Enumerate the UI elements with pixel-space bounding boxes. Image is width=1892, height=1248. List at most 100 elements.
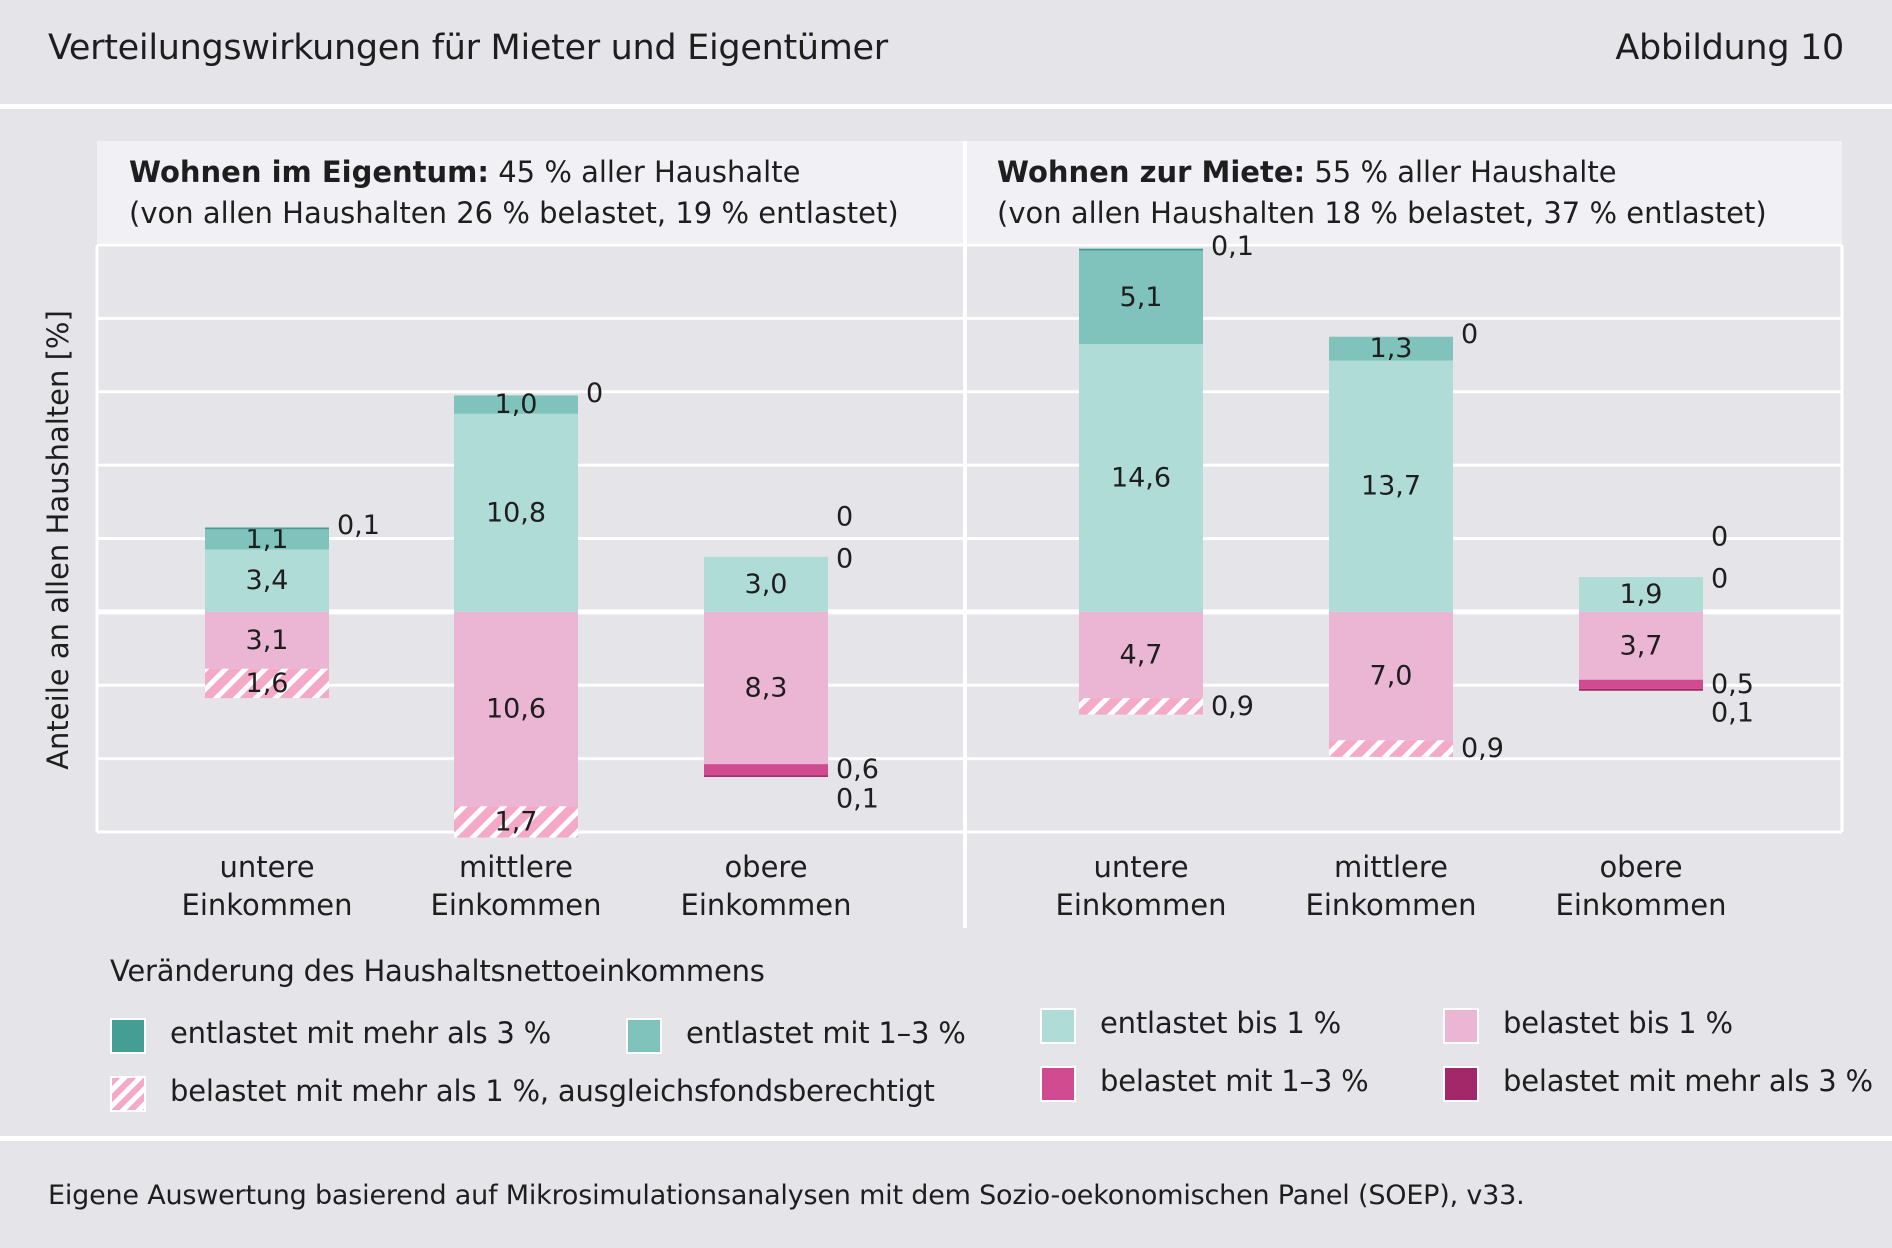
panel-subtitle-2: (von allen Haushalten 18 % belastet, 37 … [997, 196, 1767, 230]
y-axis-label: Anteile an allen Haushalten [%] [41, 310, 75, 770]
panel-header-bg-1 [97, 141, 965, 243]
bar-segment-belastet_bis_1 [454, 611, 578, 807]
data-label: 5,1 [1120, 282, 1163, 313]
bar-segment-belastet_bis_1 [1579, 611, 1703, 680]
data-label: 13,7 [1361, 471, 1421, 502]
category-label: untere [219, 850, 314, 884]
data-label: 0,1 [1211, 231, 1254, 262]
bar-segment-belastet_bis_1 [1329, 611, 1453, 741]
category-label: Einkommen [182, 888, 353, 922]
footer-divider [0, 1136, 1892, 1141]
bar-segment-entlastet_1_3 [454, 395, 578, 414]
data-label: 0 [586, 378, 603, 409]
data-label: 0,9 [1211, 691, 1254, 722]
category-label: mittlere [459, 850, 573, 884]
data-label: 7,0 [1370, 661, 1413, 692]
panel-header-bg-2 [965, 141, 1842, 243]
data-label: 3,7 [1620, 630, 1663, 661]
category-label: obere [724, 850, 807, 884]
legend-label: belastet mit mehr als 1 %, ausgleichsfon… [170, 1074, 935, 1108]
figure-title: Verteilungswirkungen für Mieter und Eige… [48, 28, 888, 68]
header-divider [0, 104, 1892, 109]
data-label: 0 [836, 543, 853, 574]
data-label: 1,6 [246, 668, 289, 699]
bar-segment-hatch [1329, 740, 1453, 757]
legend-swatch [1443, 1066, 1479, 1102]
data-label: 0,1 [337, 510, 380, 541]
data-label: 3,1 [246, 625, 289, 656]
bar-segment-belastet_1_3 [1579, 679, 1703, 689]
data-label: 0,5 [1711, 669, 1754, 700]
bar-segment-entlastet_bis_1 [454, 413, 578, 612]
data-label: 0,1 [836, 783, 879, 814]
bar-segment-entlastet_bis_1 [1079, 344, 1203, 612]
bar-segment-entlastet_bis_1 [1329, 360, 1453, 612]
panel-title-2: Wohnen zur Miete: 55 % aller Haushalte [997, 155, 1617, 189]
category-label: mittlere [1334, 850, 1448, 884]
bar-segment-belastet_bis_1 [205, 611, 329, 669]
bar-segment-entlastet_1_3 [205, 529, 329, 550]
bar-segment-entlastet_1_3 [1329, 336, 1453, 361]
panel-subtitle-1: (von allen Haushalten 26 % belastet, 19 … [129, 196, 899, 230]
legend-swatch [110, 1076, 146, 1112]
source-note: Eigene Auswertung basierend auf Mikrosim… [48, 1180, 1525, 1211]
bar-segment-hatch [1079, 698, 1203, 715]
legend-swatch [1040, 1066, 1076, 1102]
legend-label: entlastet mit 1–3 % [686, 1016, 966, 1050]
bar-segment-hatch [205, 668, 329, 699]
data-label: 1,9 [1620, 579, 1663, 610]
category-label: Einkommen [431, 888, 602, 922]
data-label: 3,4 [246, 565, 289, 596]
data-label: 0,9 [1461, 733, 1504, 764]
category-label: Einkommen [681, 888, 852, 922]
data-label: 3,0 [745, 569, 788, 600]
bar-segment-entlastet_bis_1 [205, 549, 329, 612]
legend-label: entlastet mit mehr als 3 % [170, 1016, 552, 1050]
data-label: 1,3 [1370, 333, 1413, 364]
category-label: Einkommen [1556, 888, 1727, 922]
data-label: 10,6 [486, 694, 546, 725]
figure-number: Abbildung 10 [1615, 28, 1844, 68]
data-label: 0,6 [836, 754, 879, 785]
panel-title-rest: 55 % aller Haushalte [1305, 155, 1616, 189]
legend-swatch [626, 1018, 662, 1054]
category-label: obere [1599, 850, 1682, 884]
data-label: 4,7 [1120, 639, 1163, 670]
bar-segment-belastet_mehr_3 [704, 775, 828, 777]
legend-label: belastet mit 1–3 % [1100, 1064, 1369, 1098]
data-label: 1,7 [495, 806, 538, 837]
data-label: 1,0 [495, 389, 538, 420]
bar-segment-belastet_bis_1 [1079, 611, 1203, 699]
bar-segment-entlastet_bis_1 [704, 556, 828, 612]
legend-label: entlastet bis 1 % [1100, 1006, 1341, 1040]
panel-title-bold: Wohnen im Eigentum: [129, 155, 489, 189]
legend-label: belastet mit mehr als 3 % [1503, 1064, 1873, 1098]
chart-area: Anteile an allen Haushalten [%] Wohnen im… [41, 141, 1844, 928]
bar-segment-entlastet_1_3 [1079, 250, 1203, 345]
legend-label: belastet bis 1 % [1503, 1006, 1733, 1040]
data-label: 0 [1711, 522, 1728, 553]
bar-segment-entlastet_mehr_3 [205, 527, 329, 530]
bar-segment-belastet_bis_1 [704, 611, 828, 765]
bar-segment-belastet_1_3 [704, 764, 828, 776]
figure-header: Verteilungswirkungen für Mieter und Eige… [0, 0, 1892, 104]
bar-segment-hatch [454, 806, 578, 838]
data-label: 14,6 [1111, 462, 1171, 493]
bar-segment-belastet_mehr_3 [1579, 688, 1703, 691]
bar-segment-entlastet_bis_1 [1579, 577, 1703, 612]
legend-swatch [1443, 1008, 1479, 1044]
data-label: 0,1 [1711, 697, 1754, 728]
data-label: 0 [1711, 564, 1728, 595]
panel-title-1: Wohnen im Eigentum: 45 % aller Haushalte [129, 155, 800, 189]
panel-title-rest: 45 % aller Haushalte [489, 155, 800, 189]
data-label: 8,3 [745, 673, 788, 704]
category-label: untere [1093, 850, 1188, 884]
panel-title-bold: Wohnen zur Miete: [997, 155, 1305, 189]
legend-swatch [1040, 1008, 1076, 1044]
category-label: Einkommen [1056, 888, 1227, 922]
category-label: Einkommen [1306, 888, 1477, 922]
data-label: 10,8 [486, 497, 546, 528]
legend-swatch [110, 1018, 146, 1054]
data-label: 0 [1461, 319, 1478, 350]
bar-segment-entlastet_mehr_3 [1079, 248, 1203, 251]
